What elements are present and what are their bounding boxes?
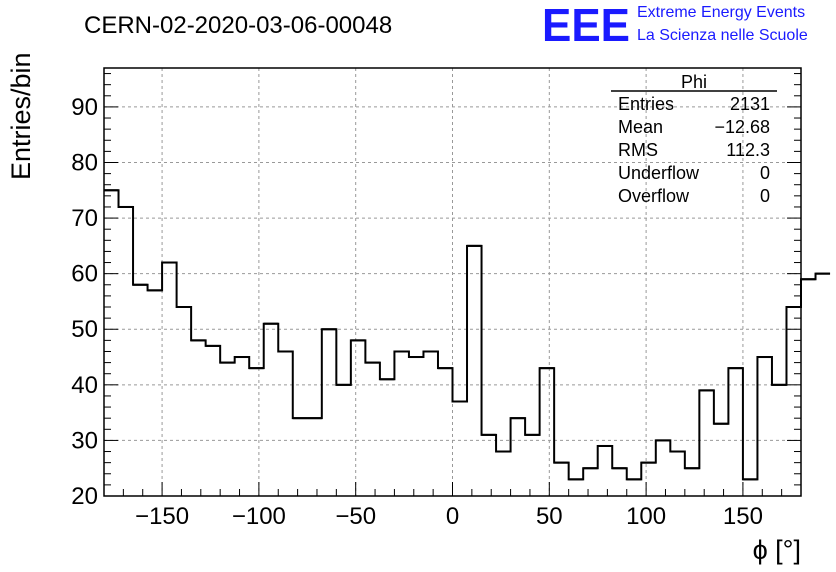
stats-box: Phi Entries 2131 Mean −12.68 RMS 112.3 U… bbox=[611, 72, 777, 206]
x-axis-label: ϕ [°] bbox=[753, 535, 801, 565]
histogram-layer bbox=[104, 189, 831, 481]
x-tick-label: −50 bbox=[335, 503, 376, 530]
eee-logo-mark: EEE bbox=[542, 0, 630, 51]
x-tick-label: −150 bbox=[135, 503, 189, 530]
y-tick-label: 60 bbox=[71, 261, 98, 288]
y-tick-label: 30 bbox=[71, 427, 98, 454]
stats-label-entries: Entries bbox=[618, 94, 674, 114]
chart-title: CERN-02-2020-03-06-00048 bbox=[84, 12, 392, 39]
y-tick-label: 90 bbox=[71, 94, 98, 121]
y-tick-labels: 20 30 40 50 60 70 80 90 bbox=[71, 94, 98, 510]
eee-logo-line2: La Scienza nelle Scuole bbox=[637, 27, 808, 44]
x-tick-label: 0 bbox=[446, 503, 459, 530]
stats-box-title: Phi bbox=[681, 72, 707, 92]
eee-logo: EEE Extreme Energy Events La Scienza nel… bbox=[542, 0, 808, 51]
plot-frame bbox=[103, 67, 802, 497]
stats-label-overflow: Overflow bbox=[618, 186, 690, 206]
stats-label-underflow: Underflow bbox=[618, 163, 700, 183]
y-tick-label: 80 bbox=[71, 149, 98, 176]
stats-label-mean: Mean bbox=[618, 117, 663, 137]
x-tick-label: −100 bbox=[232, 503, 286, 530]
eee-logo-line1: Extreme Energy Events bbox=[637, 4, 805, 21]
x-tick-label: 100 bbox=[626, 503, 666, 530]
stats-value-overflow: 0 bbox=[760, 186, 770, 206]
axis-ticks bbox=[103, 73, 802, 497]
y-tick-label: 20 bbox=[71, 483, 98, 510]
stats-value-entries: 2131 bbox=[730, 94, 770, 114]
x-tick-labels: −150 −100 −50 0 50 100 150 bbox=[135, 503, 763, 530]
stats-label-rms: RMS bbox=[618, 140, 658, 160]
grid-layer bbox=[104, 68, 801, 497]
stats-value-underflow: 0 bbox=[760, 163, 770, 183]
y-tick-label: 50 bbox=[71, 316, 98, 343]
y-tick-label: 70 bbox=[71, 205, 98, 232]
histogram-outline bbox=[104, 189, 831, 481]
x-tick-label: 150 bbox=[723, 503, 763, 530]
x-tick-label: 50 bbox=[536, 503, 563, 530]
stats-value-mean: −12.68 bbox=[714, 117, 770, 137]
stats-value-rms: 112.3 bbox=[726, 140, 770, 160]
y-axis-label: Entries/bin bbox=[6, 52, 36, 180]
y-tick-label: 40 bbox=[71, 372, 98, 399]
